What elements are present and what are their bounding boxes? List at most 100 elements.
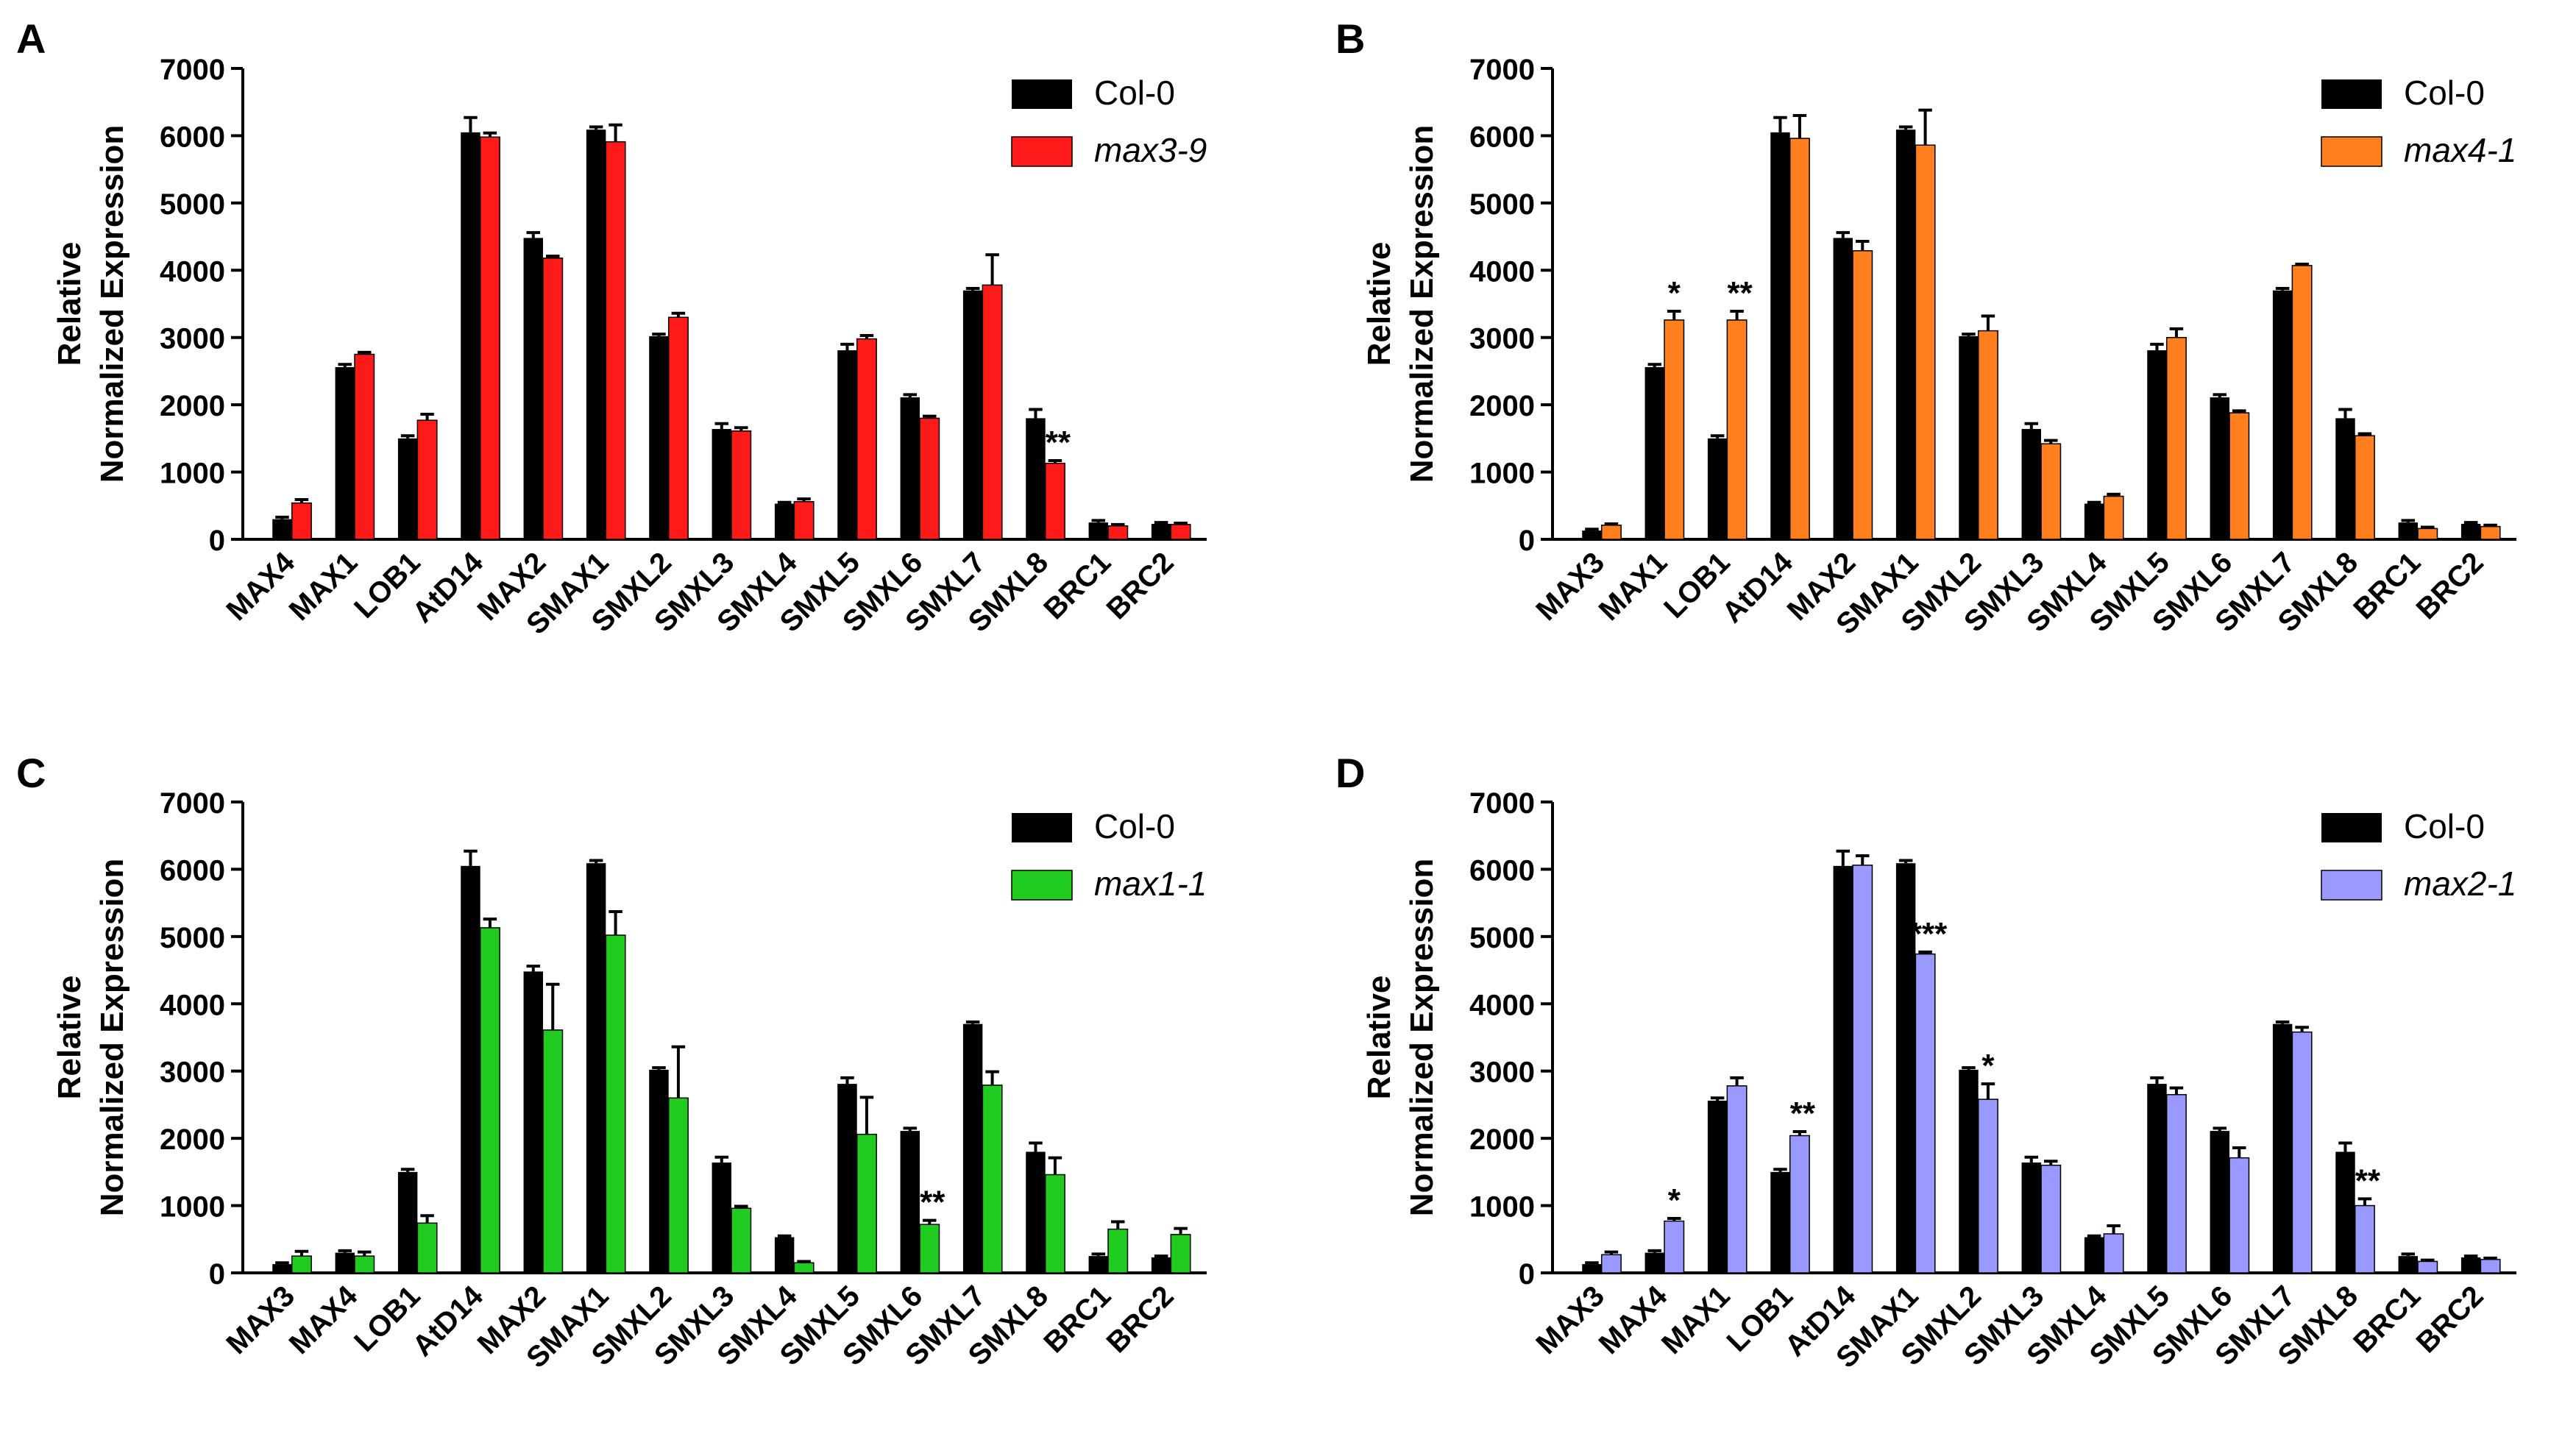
bar-mutant-max3 — [1600, 525, 1622, 540]
y-tick-label: 6000 — [1469, 121, 1535, 153]
bar-mutant-brc2 — [2480, 1258, 2501, 1274]
bar-mutant-brc2 — [2480, 525, 2501, 540]
y-axis-title: Relative Normalized Expression — [1361, 859, 1440, 1217]
bar-mutant-smxl8 — [2354, 435, 2375, 540]
bar-mutant-smxl7 — [2291, 1031, 2313, 1274]
x-tick-label: BRC2 — [2410, 546, 2490, 625]
bar-col0-smxl2 — [1959, 1069, 1979, 1273]
bar-mutant-smxl4 — [2103, 495, 2124, 540]
bar-mutant-smax1 — [1915, 144, 1936, 540]
bar-mutant-smxl3 — [2040, 443, 2062, 540]
bar-col0-smxl6 — [2210, 1131, 2230, 1273]
bar-col0-smxl6 — [900, 397, 920, 539]
y-tick-label: 4000 — [160, 989, 225, 1021]
bar-col0-brc2 — [2460, 523, 2481, 539]
bar-col0-atd14 — [1770, 132, 1790, 539]
bar-col0-max1 — [1707, 1100, 1728, 1273]
bar-mutant-smax1 — [1915, 953, 1936, 1274]
y-axis-label-line1: Relative — [52, 242, 88, 366]
y-tick-label: 0 — [209, 525, 225, 557]
y-tick-label: 2000 — [1469, 390, 1535, 422]
legend-label: max4-1 — [2404, 131, 2516, 169]
y-tick-label: 0 — [1519, 1258, 1535, 1291]
x-tick-label: BRC2 — [2410, 1279, 2490, 1359]
bar-col0-smax1 — [586, 863, 606, 1273]
bar-mutant-smxl8 — [1044, 462, 1065, 540]
x-tick-label: MAX1 — [1593, 546, 1674, 627]
legend-label: Col-0 — [1094, 807, 1175, 845]
bar-col0-lob1 — [397, 438, 418, 539]
bar-mutant-smxl5 — [2165, 336, 2187, 540]
legend-label: max1-1 — [1094, 865, 1207, 903]
bar-mutant-max1 — [354, 353, 375, 540]
bar-col0-smxl8 — [1026, 1151, 1046, 1273]
bar-col0-smxl4 — [774, 503, 795, 539]
bar-mutant-smxl7 — [982, 284, 1003, 540]
y-axis-label-line2: Normalized Expression — [94, 125, 130, 483]
y-tick-label: 7000 — [160, 787, 225, 820]
bar-mutant-smxl6 — [919, 1224, 940, 1274]
y-tick-label: 5000 — [1469, 188, 1535, 221]
x-tick-label: MAX4 — [283, 1279, 364, 1360]
y-tick-label: 6000 — [160, 854, 225, 887]
bar-col0-max4 — [335, 1252, 355, 1273]
y-axis-label-line2: Normalized Expression — [1404, 125, 1440, 483]
bar-mutant-brc1 — [1107, 525, 1129, 540]
y-tick-label: 2000 — [1469, 1124, 1535, 1156]
bar-col0-smax1 — [1895, 129, 1916, 539]
significance-marker: ** — [1727, 275, 1753, 311]
significance-marker: ** — [1046, 425, 1071, 461]
y-tick-label: 1000 — [160, 1191, 225, 1224]
legend-swatch — [2321, 79, 2382, 109]
bar-col0-smxl8 — [2335, 1151, 2355, 1273]
bar-col0-smxl5 — [837, 350, 857, 539]
bar-col0-brc1 — [1088, 522, 1109, 539]
legend-swatch — [1011, 136, 1073, 167]
y-axis-title: Relative Normalized Expression — [52, 125, 130, 483]
y-tick-label: 4000 — [1469, 989, 1535, 1021]
y-tick-label: 6000 — [1469, 854, 1535, 887]
legend-swatch — [2321, 813, 2382, 842]
bar-col0-smxl2 — [1959, 336, 1979, 539]
x-tick-label: BRC1 — [1037, 1279, 1117, 1359]
x-tick-label: MAX3 — [1530, 546, 1611, 627]
y-tick-label: 5000 — [1469, 922, 1535, 954]
y-tick-label: 3000 — [160, 1057, 225, 1089]
y-tick-label: 5000 — [160, 922, 225, 954]
bar-col0-max3 — [1582, 530, 1602, 539]
bar-mutant-smxl7 — [2291, 265, 2313, 540]
bar-mutant-smxl2 — [1977, 1098, 1998, 1274]
bar-mutant-brc1 — [2417, 1260, 2438, 1274]
x-tick-label: MAX4 — [1593, 1279, 1674, 1360]
legend-label: Col-0 — [1094, 74, 1175, 112]
y-axis-title: Relative Normalized Expression — [1361, 125, 1440, 483]
bar-mutant-max4 — [354, 1255, 375, 1274]
legend-swatch — [1011, 870, 1073, 901]
y-axis-label-line1: Relative — [1361, 242, 1397, 366]
bar-mutant-lob1 — [1726, 319, 1748, 540]
bar-col0-max2 — [523, 971, 544, 1273]
significance-marker: *** — [1909, 916, 1948, 952]
bar-mutant-max4 — [1664, 1220, 1685, 1274]
y-tick-label: 7000 — [1469, 787, 1535, 820]
panel-label: D — [1335, 750, 1365, 796]
bar-col0-smxl7 — [2272, 290, 2293, 539]
y-tick-label: 7000 — [1469, 54, 1535, 86]
significance-marker: ** — [1790, 1096, 1816, 1132]
bar-mutant-smxl7 — [982, 1085, 1003, 1274]
bar-col0-brc2 — [1151, 523, 1171, 539]
significance-marker: * — [1668, 1182, 1681, 1218]
y-tick-label: 0 — [1519, 525, 1535, 557]
bar-col0-smax1 — [1895, 863, 1916, 1273]
x-tick-label: AtD14 — [406, 546, 489, 629]
bar-mutant-smxl8 — [2354, 1204, 2375, 1274]
y-axis-label-line1: Relative — [1361, 976, 1397, 1100]
x-tick-label: AtD14 — [406, 1279, 489, 1363]
y-tick-label: 4000 — [1469, 255, 1535, 288]
bar-mutant-smxl6 — [2229, 1157, 2250, 1274]
bar-mutant-max3 — [1600, 1254, 1622, 1274]
bar-mutant-smxl6 — [2229, 412, 2250, 540]
bar-col0-smxl5 — [2147, 350, 2167, 539]
panel-label: C — [16, 750, 46, 796]
x-tick-label: BRC2 — [1101, 546, 1180, 625]
